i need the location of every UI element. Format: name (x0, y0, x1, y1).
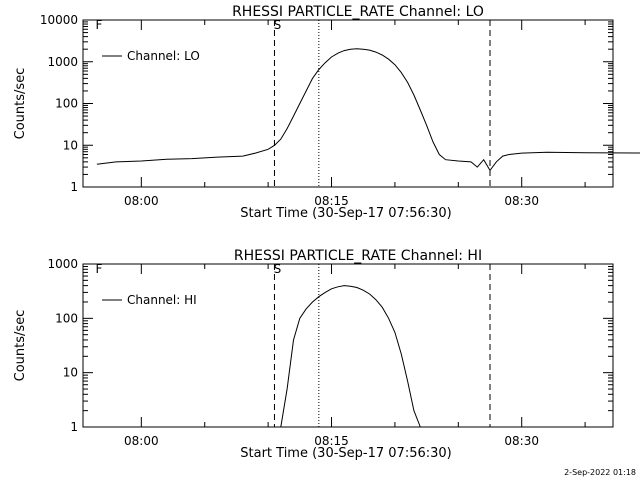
legend-label: Channel: LO (127, 49, 200, 63)
y-tick-label: 1 (70, 180, 78, 194)
y-tick-label: 10 (63, 366, 78, 380)
panel-lo-channel: RHESSI PARTICLE_RATE Channel: LO Counts/s… (13, 4, 640, 221)
footer-timestamp: 2-Sep-2022 01:18 (564, 468, 636, 477)
y-tick-label: 1000 (47, 257, 78, 271)
y-axis-label: Counts/sec (13, 68, 28, 140)
plot-frame (82, 263, 614, 428)
y-axis-label: Counts/sec (13, 310, 28, 382)
x-tick-label: 08:00 (124, 434, 159, 448)
y-tick-label: 1 (70, 420, 78, 434)
chart-title: RHESSI PARTICLE_RATE Channel: HI (234, 248, 482, 264)
x-tick-label: 08:30 (504, 434, 539, 448)
event-marker-label: F (95, 262, 102, 276)
event-marker-label: S (274, 18, 282, 32)
event-marker-label: S (274, 262, 282, 276)
x-tick-label: 08:30 (504, 194, 539, 208)
x-tick-label: 08:15 (314, 194, 349, 208)
y-tick-label: 100 (55, 97, 78, 111)
y-tick-label: 10000 (40, 13, 78, 27)
x-tick-label: 08:00 (124, 194, 159, 208)
panel-hi-channel: RHESSI PARTICLE_RATE Channel: HI Counts/s… (13, 248, 614, 461)
x-tick-label: 08:15 (314, 434, 349, 448)
y-tick-label: 100 (55, 311, 78, 325)
legend-label: Channel: HI (127, 293, 197, 307)
data-series-line (280, 285, 421, 428)
y-tick-label: 1000 (47, 55, 78, 69)
event-marker-label: F (95, 18, 102, 32)
chart-title: RHESSI PARTICLE_RATE Channel: LO (232, 4, 484, 20)
x-axis-label: Start Time (30-Sep-17 07:56:30) (240, 446, 451, 461)
y-tick-label: 10 (63, 138, 78, 152)
x-axis-label: Start Time (30-Sep-17 07:56:30) (240, 206, 451, 221)
data-series-line (96, 48, 640, 172)
